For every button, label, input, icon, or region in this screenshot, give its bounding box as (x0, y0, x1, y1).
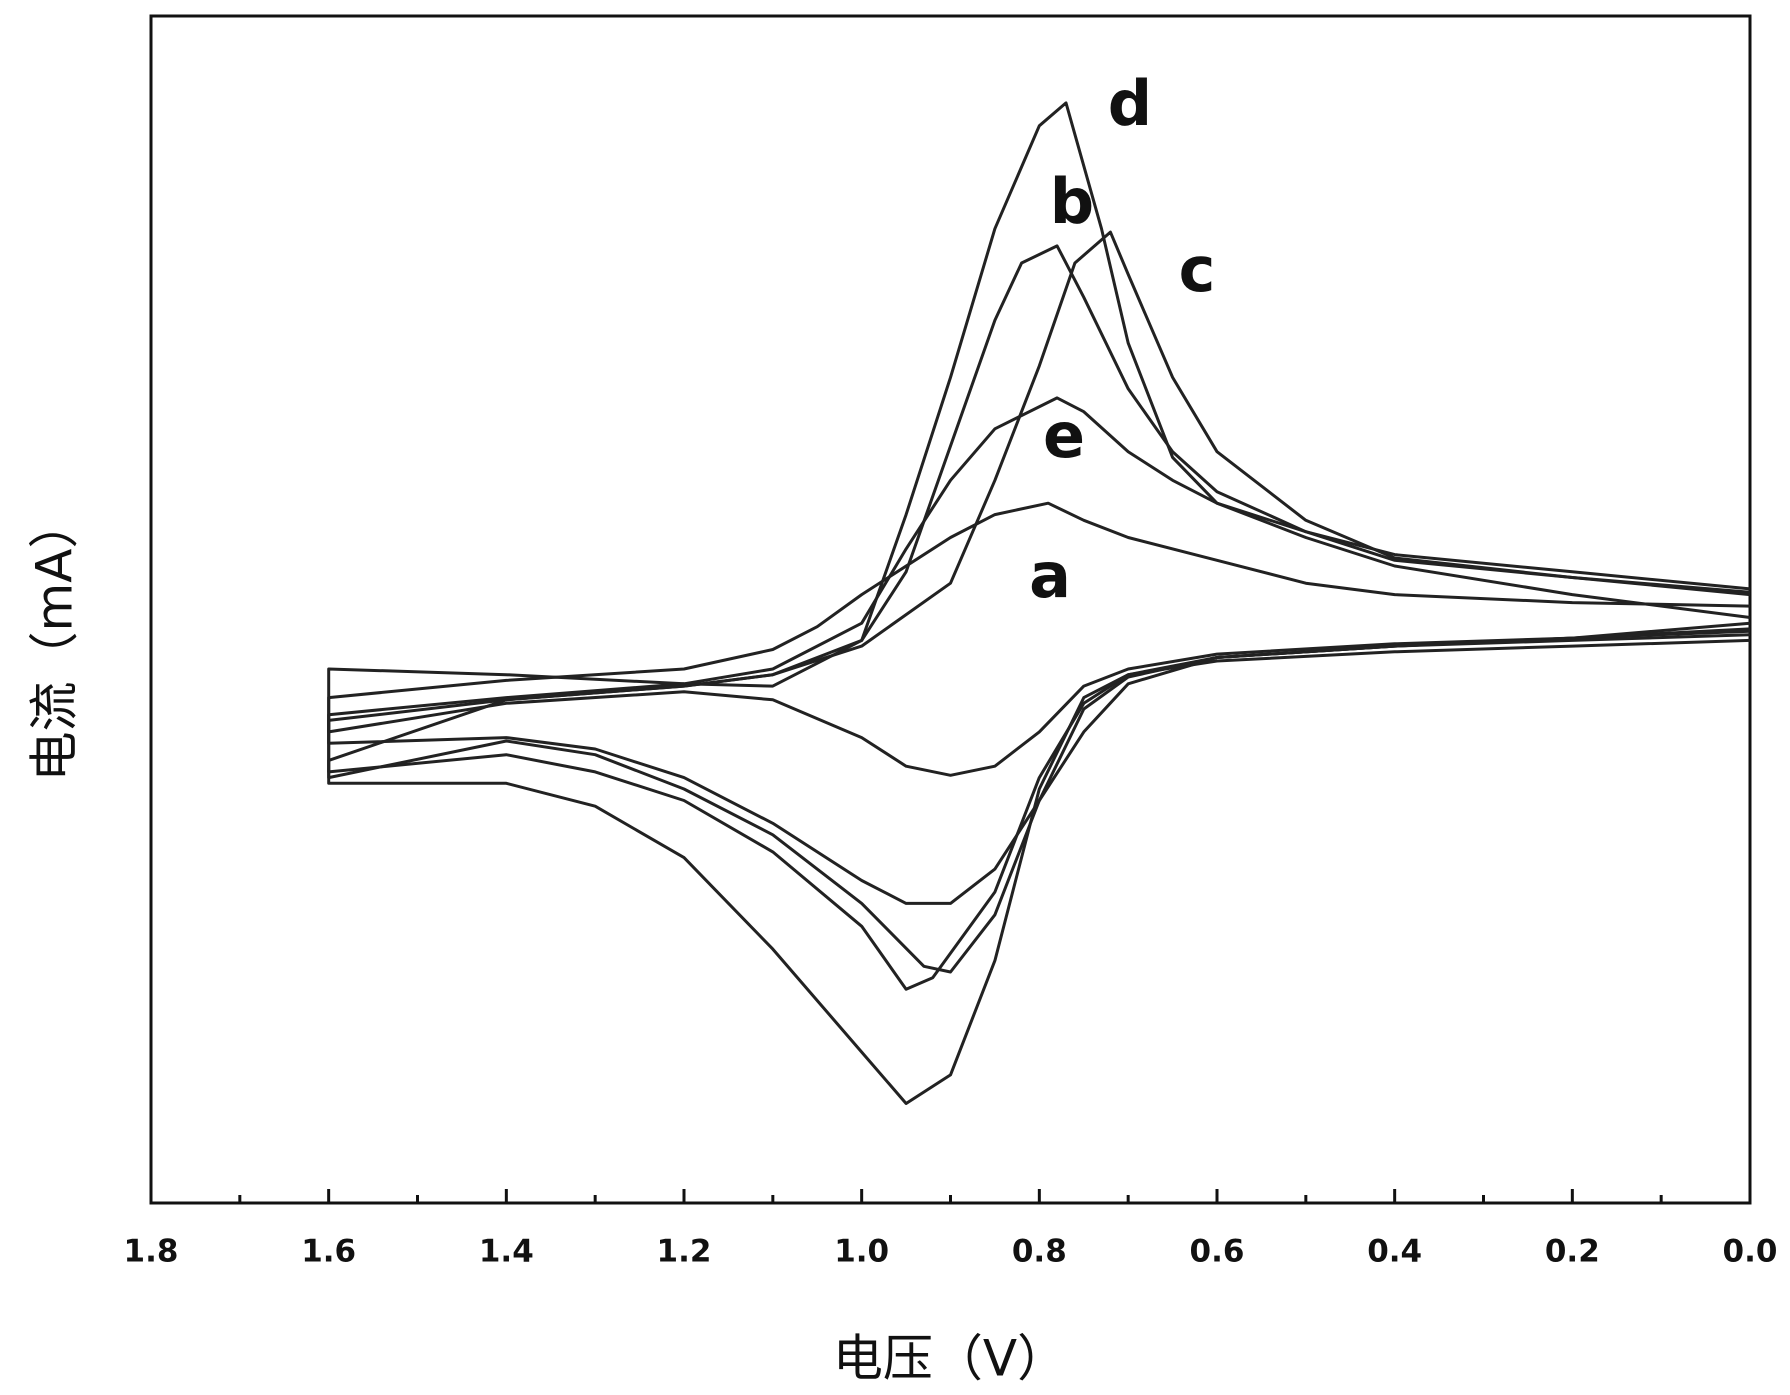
x-tick-label: 1.8 (124, 1234, 179, 1270)
cv-curve (327, 101, 1751, 1105)
x-axis-title: 电压（V） (833, 1330, 1067, 1388)
x-tick-label: 0.2 (1545, 1234, 1600, 1270)
cv-curve (327, 396, 1751, 905)
x-tick-label: 0.6 (1190, 1234, 1245, 1270)
x-tick-label: 0.4 (1367, 1234, 1422, 1270)
curve-label: a (1029, 539, 1071, 612)
x-tick-label: 1.0 (834, 1234, 889, 1270)
y-axis-title: 电流（mA） (26, 499, 84, 782)
cv-curve (327, 244, 1751, 991)
curve-label: c (1179, 233, 1216, 306)
x-tick-label: 0.8 (1012, 1234, 1067, 1270)
x-tick-label: 0.0 (1723, 1234, 1778, 1270)
x-tick-label: 1.4 (479, 1234, 534, 1270)
plot-frame (149, 14, 1752, 1205)
x-tick-label: 1.2 (657, 1234, 712, 1270)
x-tick-label: 1.6 (301, 1234, 356, 1270)
curve-label: d (1108, 67, 1152, 140)
curve-label: e (1043, 399, 1085, 472)
